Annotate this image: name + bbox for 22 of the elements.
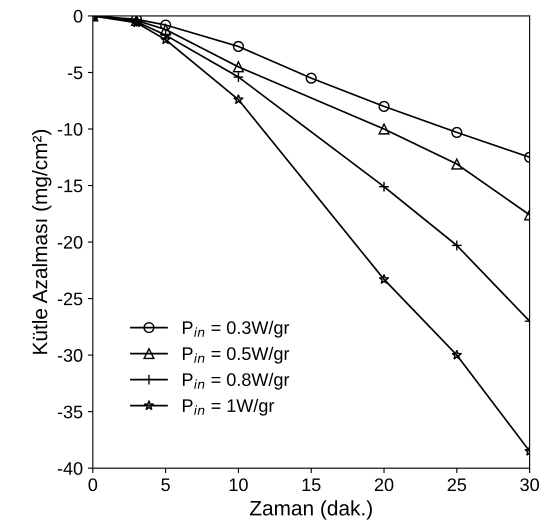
y-tick-label: -35 [58, 406, 82, 418]
x-tick-label: 20 [374, 478, 394, 492]
y-tick-label: -25 [58, 292, 82, 306]
y-axis-title: Kütle Azalması (mg/cm²) [32, 130, 52, 354]
legend-label: P$_{in}$ = 0.8W/gr [182, 372, 290, 390]
y-tick-label: 0 [74, 10, 82, 23]
x-tick-label: 0 [88, 478, 98, 492]
legend-label: P$_{in}$ = 1W/gr [182, 398, 274, 416]
legend-label: P$_{in}$ = 0.3W/gr [182, 320, 290, 338]
y-tick-label: -15 [58, 180, 82, 192]
y-tick-label: -10 [58, 122, 82, 136]
y-tick-label: -30 [58, 349, 82, 362]
x-tick-label: 30 [520, 478, 539, 492]
x-tick-label: 15 [302, 478, 321, 492]
x-tick-label: 25 [448, 478, 466, 492]
y-tick-label: -20 [58, 236, 82, 249]
x-axis-title: Zaman (dak.) [250, 500, 372, 520]
x-tick-label: 5 [161, 478, 170, 492]
x-tick-label: 10 [230, 478, 248, 492]
y-tick-label: -5 [68, 66, 82, 80]
legend-label: P$_{in}$ = 0.5W/gr [182, 346, 290, 364]
y-tick-label: -40 [58, 462, 82, 475]
